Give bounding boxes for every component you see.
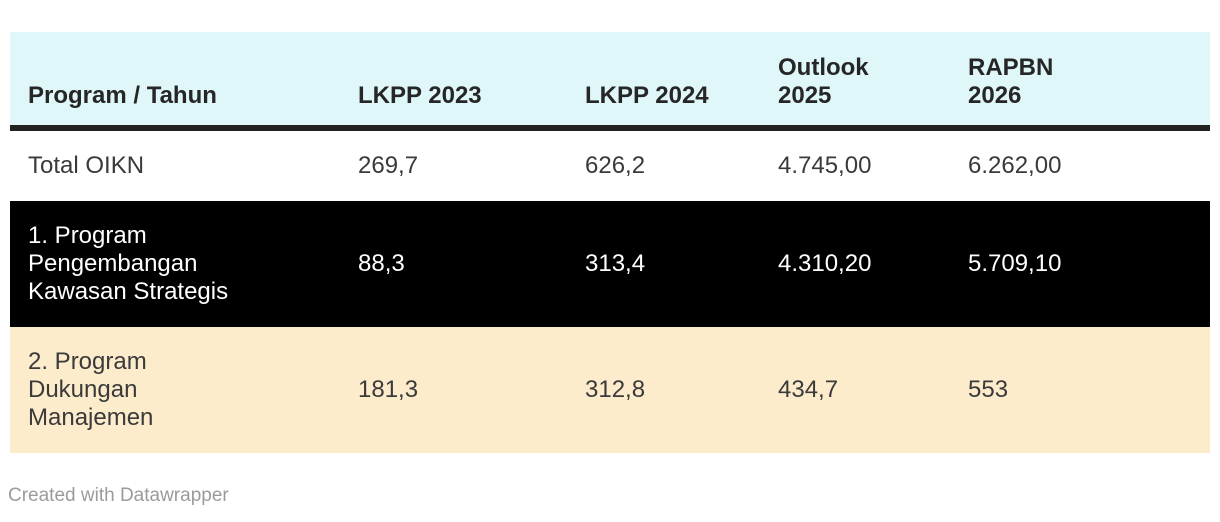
column-header-lkpp-2024: LKPP 2024	[567, 32, 760, 131]
header-row: Program / Tahun LKPP 2023 LKPP 2024 Outl…	[10, 32, 1210, 131]
cell-pengembangan-rapbn-2026: 5.709,10	[950, 201, 1210, 327]
datawrapper-credit: Created with Datawrapper	[8, 485, 229, 506]
cell-pengembangan-lkpp-2024: 313,4	[567, 201, 760, 327]
cell-dukungan-lkpp-2024: 312,8	[567, 327, 760, 453]
cell-total-oikn-rapbn-2026: 6.262,00	[950, 128, 1210, 201]
column-header-program-tahun: Program / Tahun	[10, 32, 340, 131]
cell-total-oikn-outlook-2025: 4.745,00	[760, 128, 950, 201]
cell-total-oikn-lkpp-2024: 626,2	[567, 128, 760, 201]
cell-pengembangan-lkpp-2023: 88,3	[340, 201, 567, 327]
row-label-program-pengembangan: 1. Program Pengembangan Kawasan Strategi…	[10, 201, 340, 327]
cell-total-oikn-lkpp-2023: 269,7	[340, 128, 567, 201]
page: Program / Tahun LKPP 2023 LKPP 2024 Outl…	[8, 32, 1210, 506]
table-row-total-oikn: Total OIKN 269,7 626,2 4.745,00 6.262,00	[10, 128, 1210, 201]
table-row-program-pengembangan: 1. Program Pengembangan Kawasan Strategi…	[10, 201, 1210, 327]
column-header-outlook-2025: Outlook 2025	[760, 32, 950, 131]
row-label-total-oikn: Total OIKN	[10, 128, 340, 201]
table-row-program-dukungan: 2. Program Dukungan Manajemen 181,3 312,…	[10, 327, 1210, 453]
budget-table: Program / Tahun LKPP 2023 LKPP 2024 Outl…	[10, 32, 1210, 453]
column-header-lkpp-2023: LKPP 2023	[340, 32, 567, 131]
row-label-program-dukungan: 2. Program Dukungan Manajemen	[10, 327, 340, 453]
cell-dukungan-lkpp-2023: 181,3	[340, 327, 567, 453]
cell-dukungan-outlook-2025: 434,7	[760, 327, 950, 453]
cell-dukungan-rapbn-2026: 553	[950, 327, 1210, 453]
cell-pengembangan-outlook-2025: 4.310,20	[760, 201, 950, 327]
column-header-rapbn-2026: RAPBN 2026	[950, 32, 1210, 131]
